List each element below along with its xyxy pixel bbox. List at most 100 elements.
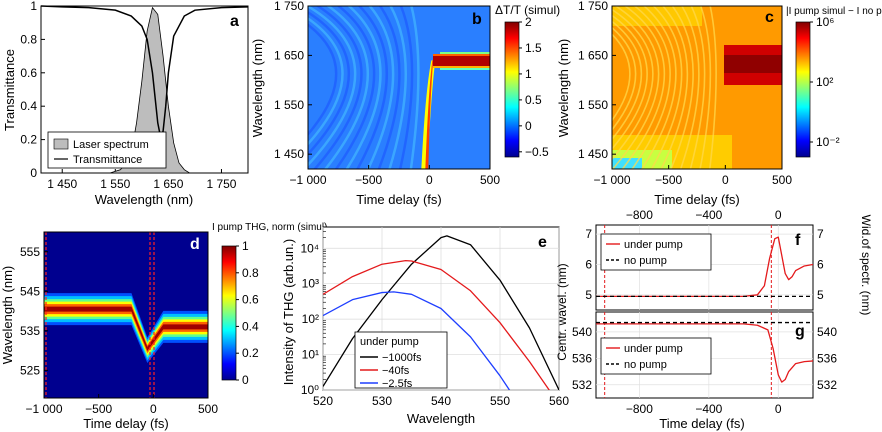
panel-b-xtick: 0: [426, 173, 433, 187]
heatmap-c-fringe: [689, 6, 706, 169]
panel-d-ytick: 545: [20, 284, 40, 298]
panel-f: f −800 −400 0 765 765 Wid.of spectr. (nm) …: [585, 208, 873, 315]
panel-d-xtick: 500: [198, 402, 218, 416]
colorbar-d: [221, 245, 237, 381]
panel-e-letter: e: [538, 234, 547, 251]
legend-g-no-pump: no pump: [624, 359, 667, 371]
panel-g-legend: under pump no pump: [600, 337, 712, 375]
panel-e-ylabel: Intensity of THG (arb.un.): [281, 239, 296, 385]
panel-e-ytick: 10⁴: [300, 241, 319, 255]
heatmap-b-fringe: [356, 6, 388, 169]
legend-e-title: under pump: [360, 336, 419, 348]
panel-a-xtick: 1 450: [47, 177, 77, 191]
panel-a-xtick: 1 750: [206, 177, 236, 191]
panel-c-xtick: 0: [722, 173, 729, 187]
panel-e-ytick: 10⁰: [301, 383, 319, 397]
thg-series-line: [323, 291, 511, 390]
heatmap-b-fringe: [313, 6, 363, 169]
panel-d-xtick: 0: [150, 402, 157, 416]
thg-series-line: [323, 260, 550, 390]
panel-e-xtick: 520: [313, 394, 333, 408]
panel-d-ytick: 555: [20, 245, 40, 259]
panel-a-ytick: 0.4: [20, 99, 37, 113]
heatmap-b-fringe: [366, 6, 395, 169]
panel-b-ytick: 1 650: [274, 48, 304, 62]
colorbar-b-tick: 1.5: [525, 41, 542, 55]
panel-d: d Time delay (fs) Wavelength (nm) −1 000…: [0, 222, 327, 431]
panel-e-xlabel: Wavelength: [407, 411, 475, 426]
heatmap-b-dip-band: [433, 56, 490, 66]
panel-g-ytick: 536: [572, 351, 592, 365]
heatmap-d-band-layer: [44, 306, 208, 351]
panel-f-ytick-right: 7: [817, 227, 824, 241]
colorbar-d-tick: 0.6: [242, 293, 259, 307]
panel-g-ytick-right: 540: [817, 325, 837, 339]
panel-g-letter: g: [795, 323, 805, 340]
panel-b-letter: b: [472, 11, 482, 28]
colorbar-b-tick: 0: [525, 119, 532, 133]
panel-g-xtick: 0: [775, 402, 782, 416]
colorbar-b-tick: −0.5: [525, 145, 549, 159]
colorbar-b-tick: 2: [525, 15, 532, 29]
panel-b-ytick: 1 750: [274, 0, 304, 13]
colorbar-b-title: ΔT/T (simul): [495, 3, 560, 17]
heatmap-c-fringe: [612, 8, 654, 161]
panel-e-xtick: 530: [372, 394, 392, 408]
panel-b-xlabel: Time delay (fs): [356, 192, 441, 207]
heatmap-c-fringe: [679, 6, 700, 169]
panel-a-xlabel: Wavelength (nm): [95, 192, 194, 207]
panel-g-ytick: 532: [572, 378, 592, 392]
under-pump-line: [596, 236, 813, 297]
under-pump-line: [596, 323, 813, 383]
panel-a: a Wavelength (nm) Transmittance 1 450 1 5…: [2, 0, 249, 207]
panel-a-legend: Laser spectrum Transmittance: [47, 131, 167, 169]
colorbar-b: [504, 21, 520, 158]
heatmap-b-fringe: [345, 6, 382, 169]
colorbar-c-tick: 10⁶: [816, 15, 834, 29]
panel-d-xtick: −1 000: [25, 402, 62, 416]
panel-b-xtick: −500: [355, 173, 382, 187]
panel-g-xtick: −800: [626, 402, 653, 416]
colorbar-b-tick: 0.5: [525, 93, 542, 107]
panel-c-ytick: 1 450: [578, 147, 608, 161]
panel-g-ytick-right: 536: [817, 351, 837, 365]
panel-b: b Time delay (fs) Wavelength (nm) −1 000…: [250, 0, 560, 207]
heatmap-b-ridge-core: [425, 60, 434, 169]
heatmap-c-fringe: [612, 14, 648, 150]
transmittance-line: [40, 5, 249, 139]
panel-c-xlabel: Time delay (fs): [654, 192, 739, 207]
panel-c-ylabel: Wavelength (nm): [556, 39, 571, 138]
heatmap-b-fringe: [398, 6, 414, 169]
colorbar-d-tick: 0.8: [242, 266, 259, 280]
heatmap-c-fringe: [660, 6, 689, 169]
legend-f-under-pump: under pump: [624, 239, 683, 251]
colorbar-c: [795, 21, 811, 158]
heatmap-c-fringe: [612, 20, 642, 141]
panel-f-letter: f: [795, 232, 801, 249]
panel-f-legend: under pump no pump: [600, 233, 712, 271]
panel-b-xtick: −1 000: [289, 173, 326, 187]
heatmap-b-fringe: [334, 6, 376, 169]
legend-f-no-pump: no pump: [624, 255, 667, 267]
panel-g-ytick-right: 532: [817, 378, 837, 392]
panel-e-xtick: 550: [490, 394, 510, 408]
heatmap-c-fringe: [708, 6, 717, 169]
heatmap-c-fringe: [612, 26, 637, 131]
heatmap-b-fringe: [377, 6, 401, 169]
panel-f-ytick-right: 6: [817, 257, 824, 271]
panel-a-ytick: 0.8: [20, 32, 37, 46]
colorbar-b-tick: 1: [525, 67, 532, 81]
panel-e-xtick: 540: [431, 394, 451, 408]
heatmap-b-fringe: [308, 23, 338, 137]
panel-f-ytick: 7: [585, 227, 592, 241]
panel-c-xtick: −500: [655, 173, 682, 187]
panel-a-ytick: 0.2: [20, 133, 37, 147]
legend-g-under-pump: under pump: [624, 343, 683, 355]
panel-b-ylabel: Wavelength (nm): [250, 39, 265, 138]
panel-f-ytick-right: 5: [817, 288, 824, 302]
heatmap-c-fringe: [631, 6, 671, 169]
panel-d-letter: d: [190, 236, 200, 253]
thg-series-line: [323, 235, 559, 390]
panel-c-ytick: 1 650: [578, 48, 608, 62]
panel-c-xtick: −1 000: [593, 173, 630, 187]
